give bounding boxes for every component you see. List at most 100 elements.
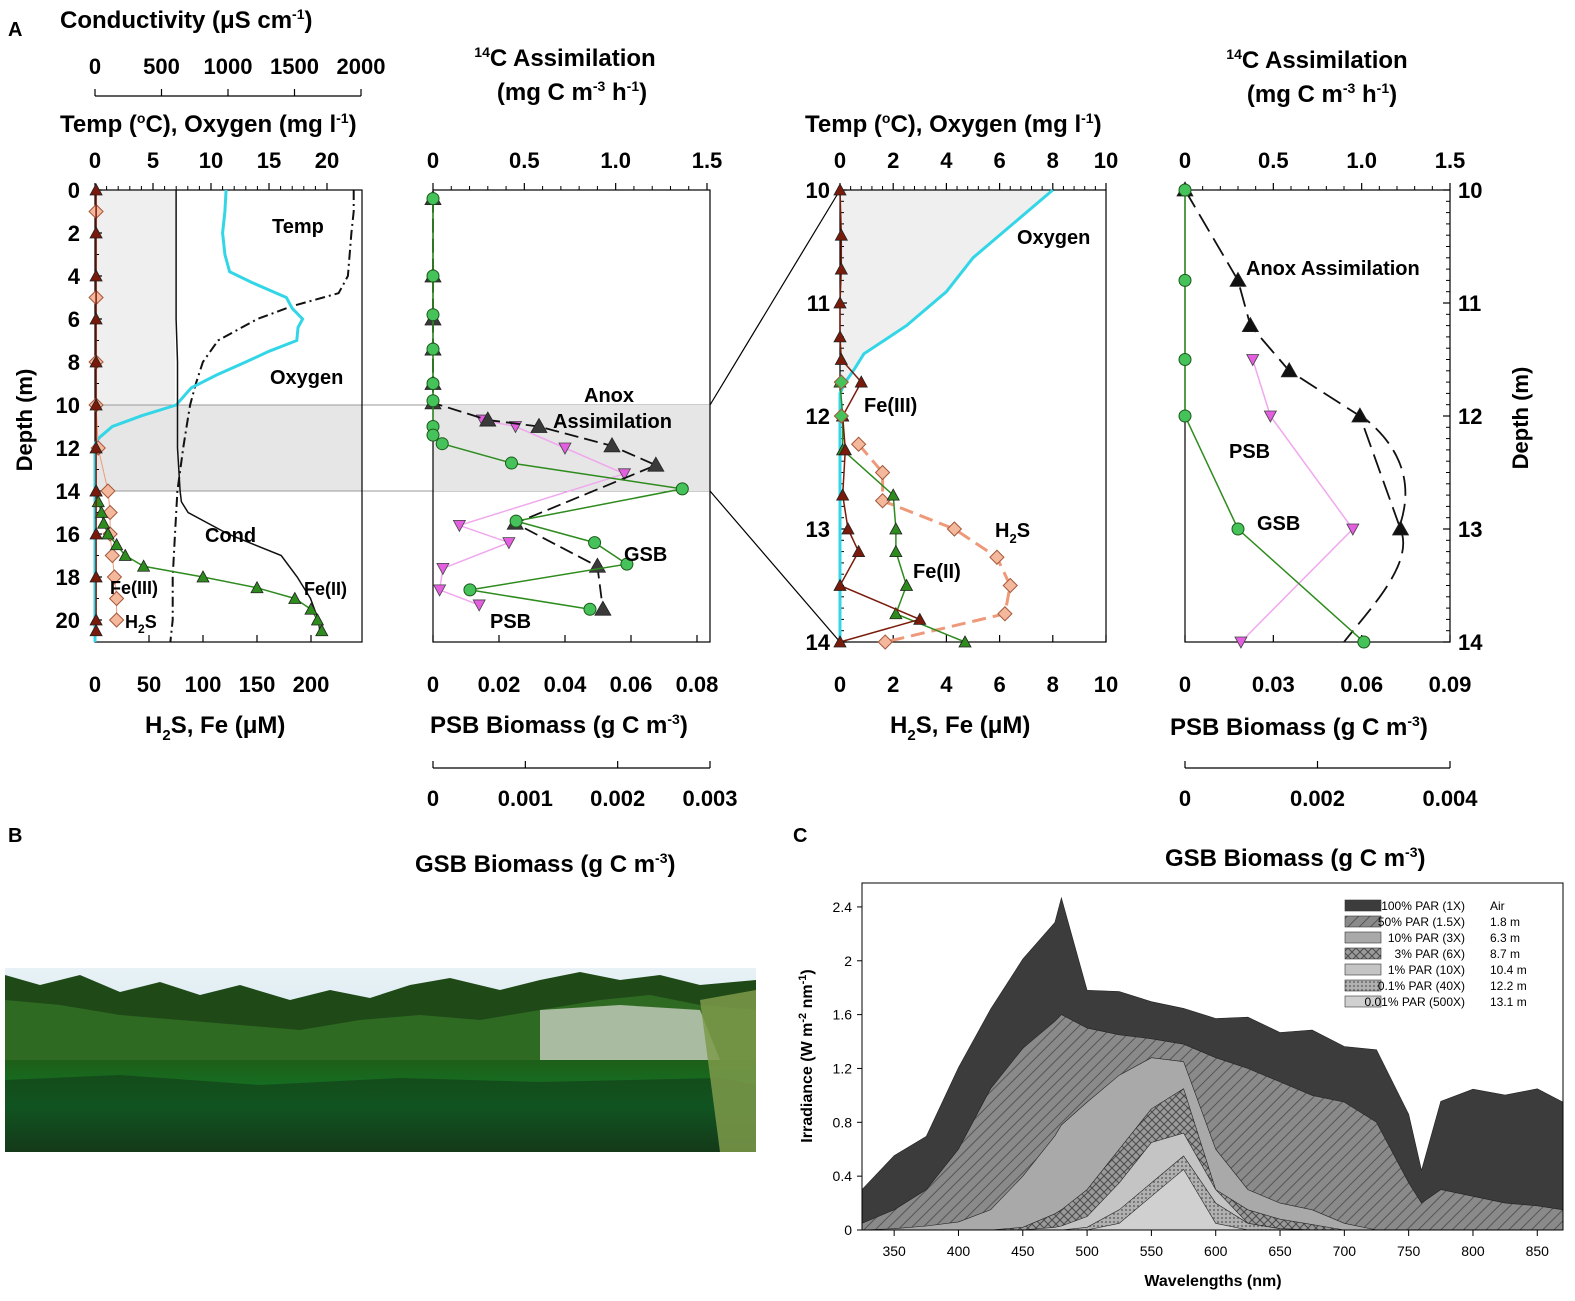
gsb2-point [1178, 183, 1192, 197]
assim-label: 0 [427, 148, 439, 173]
legend-depth: 6.3 m [1490, 931, 1520, 945]
fe2-2-point [889, 544, 903, 557]
panel-label-a: A [8, 19, 22, 41]
gsb2-line [1184, 190, 1365, 643]
depth3-label: 10 [1458, 178, 1482, 203]
depth2-label: 11 [807, 291, 830, 316]
h2s-point [106, 569, 123, 585]
fe2-point [96, 516, 111, 529]
label-oxygen: Oxygen [270, 367, 343, 389]
fe3-point [89, 355, 103, 368]
anox2-point [1229, 271, 1247, 287]
fe3-2-point [833, 296, 847, 309]
fe3-2-point [835, 488, 850, 501]
gsb-point [509, 514, 523, 528]
anox2-point [1351, 407, 1369, 423]
h2s-fe-label: 0 [89, 672, 101, 697]
gsb-point [583, 602, 597, 616]
label-anox-assimilation: Anox Assimilation [1246, 258, 1420, 280]
gsb2-label: 0 [1179, 786, 1191, 811]
depth3-label: 13 [1458, 517, 1482, 542]
temp2-label: 6 [993, 148, 1005, 173]
temp2-label: 4 [940, 148, 953, 173]
fe2-point [101, 527, 115, 540]
psb2-point [1346, 523, 1360, 536]
assim2-label: 0 [1179, 148, 1191, 173]
gsb2-label: 0.004 [1422, 786, 1478, 811]
label-fe2: Fe(II) [304, 579, 347, 599]
temp2-label: 2 [887, 148, 899, 173]
oxygen-line [93, 189, 305, 445]
fe3-2-point [833, 578, 847, 591]
wl-tick-label: 350 [882, 1243, 906, 1259]
depth-label: 12 [56, 436, 80, 461]
h2s-fe-ticks: 0 50 100 150 200 [89, 635, 329, 697]
label-cond: Cond [205, 525, 256, 547]
label-fe3-2: Fe(III) [864, 395, 917, 417]
assim2-label: 1.5 [1435, 148, 1466, 173]
gsb-biomass-ticks: 0 0.001 0.002 0.003 [427, 761, 738, 811]
fe3-point [89, 441, 103, 454]
panel-a2: 14C Assimilation (mg C m-3 h-1) 0 0.5 1.0 1… [415, 44, 738, 878]
h2s2-point [850, 436, 867, 452]
irr-tick-label: 0.8 [833, 1114, 853, 1130]
fe2-point [91, 494, 105, 508]
psb-point [432, 584, 447, 597]
panel-a3: Temp (oC), Oxygen (mg l-1) 0 2 4 6 8 10 10111… [805, 110, 1118, 744]
depth2-label: 10 [806, 178, 830, 203]
cond-label: 2000 [337, 54, 386, 79]
anox-point [530, 417, 548, 433]
legend-label: 50% PAR (1.5X) [1378, 915, 1465, 929]
psb-point [502, 537, 516, 550]
fe2-point [118, 548, 132, 561]
wl-tick-label: 600 [1204, 1243, 1228, 1259]
psb-point [472, 599, 486, 612]
legend-depth: 12.2 m [1490, 979, 1527, 993]
cond-line [175, 190, 321, 631]
h2s-fe2-label: 8 [1047, 672, 1059, 697]
h2s-point [108, 612, 125, 628]
fe2-point [109, 537, 124, 551]
panel-label-c: C [793, 825, 807, 847]
label-gsb: GSB [624, 544, 667, 566]
assim2-label: 0.5 [1258, 148, 1289, 173]
gsb-point [504, 456, 518, 470]
h2s2-point [1002, 577, 1018, 594]
legend-depth: Air [1490, 899, 1505, 913]
anoxic-shade [95, 405, 362, 491]
psb2-line [1240, 359, 1354, 643]
assimilation-title-line2: (mg C m-3 h-1) [497, 78, 647, 106]
psb-biomass-ticks-2: 0 0.03 0.06 0.09 [1179, 635, 1471, 697]
gsb2-point [1178, 353, 1192, 366]
wl-tick-label: 550 [1140, 1243, 1164, 1259]
gsb-point [588, 536, 602, 550]
label-anox: Anox [584, 385, 634, 407]
gsb2-point [1231, 522, 1245, 536]
depth-label: 20 [56, 608, 80, 633]
gsb-biomass-label-2: GSB Biomass (g C m-3) [1165, 844, 1426, 872]
gsb-point [426, 308, 440, 322]
fe3-2-point [913, 612, 927, 625]
wl-tick-label: 650 [1268, 1243, 1292, 1259]
depth-ticks-2: 10 11 12 13 14 [806, 178, 847, 655]
irr-tick-label: 0.4 [833, 1168, 853, 1184]
temp-ticks-2: 0 2 4 6 8 10 [834, 148, 1118, 190]
assim-label: 0.5 [509, 148, 540, 173]
spectrum-areas [861, 896, 1564, 1231]
psb-label: 0.06 [610, 672, 653, 697]
panel-c-frame [861, 882, 1564, 1231]
panel-label-b: B [8, 825, 22, 847]
assim2-label: 1.0 [1346, 148, 1377, 173]
psb2-point [1246, 354, 1260, 367]
legend-swatch [1344, 899, 1382, 912]
psb2-label: 0.06 [1340, 672, 1383, 697]
depth-label: 14 [56, 479, 81, 504]
wavelength-axis-label: Wavelengths (nm) [1144, 1273, 1281, 1290]
label-fe3: Fe(III) [110, 578, 158, 598]
label-fe2-2: Fe(II) [913, 561, 961, 583]
h2s2-point [946, 521, 963, 537]
legend-swatch [1344, 947, 1382, 960]
legend-label: 100% PAR (1X) [1381, 899, 1465, 913]
temp-label: 15 [257, 148, 281, 173]
temp-label: 0 [89, 148, 101, 173]
